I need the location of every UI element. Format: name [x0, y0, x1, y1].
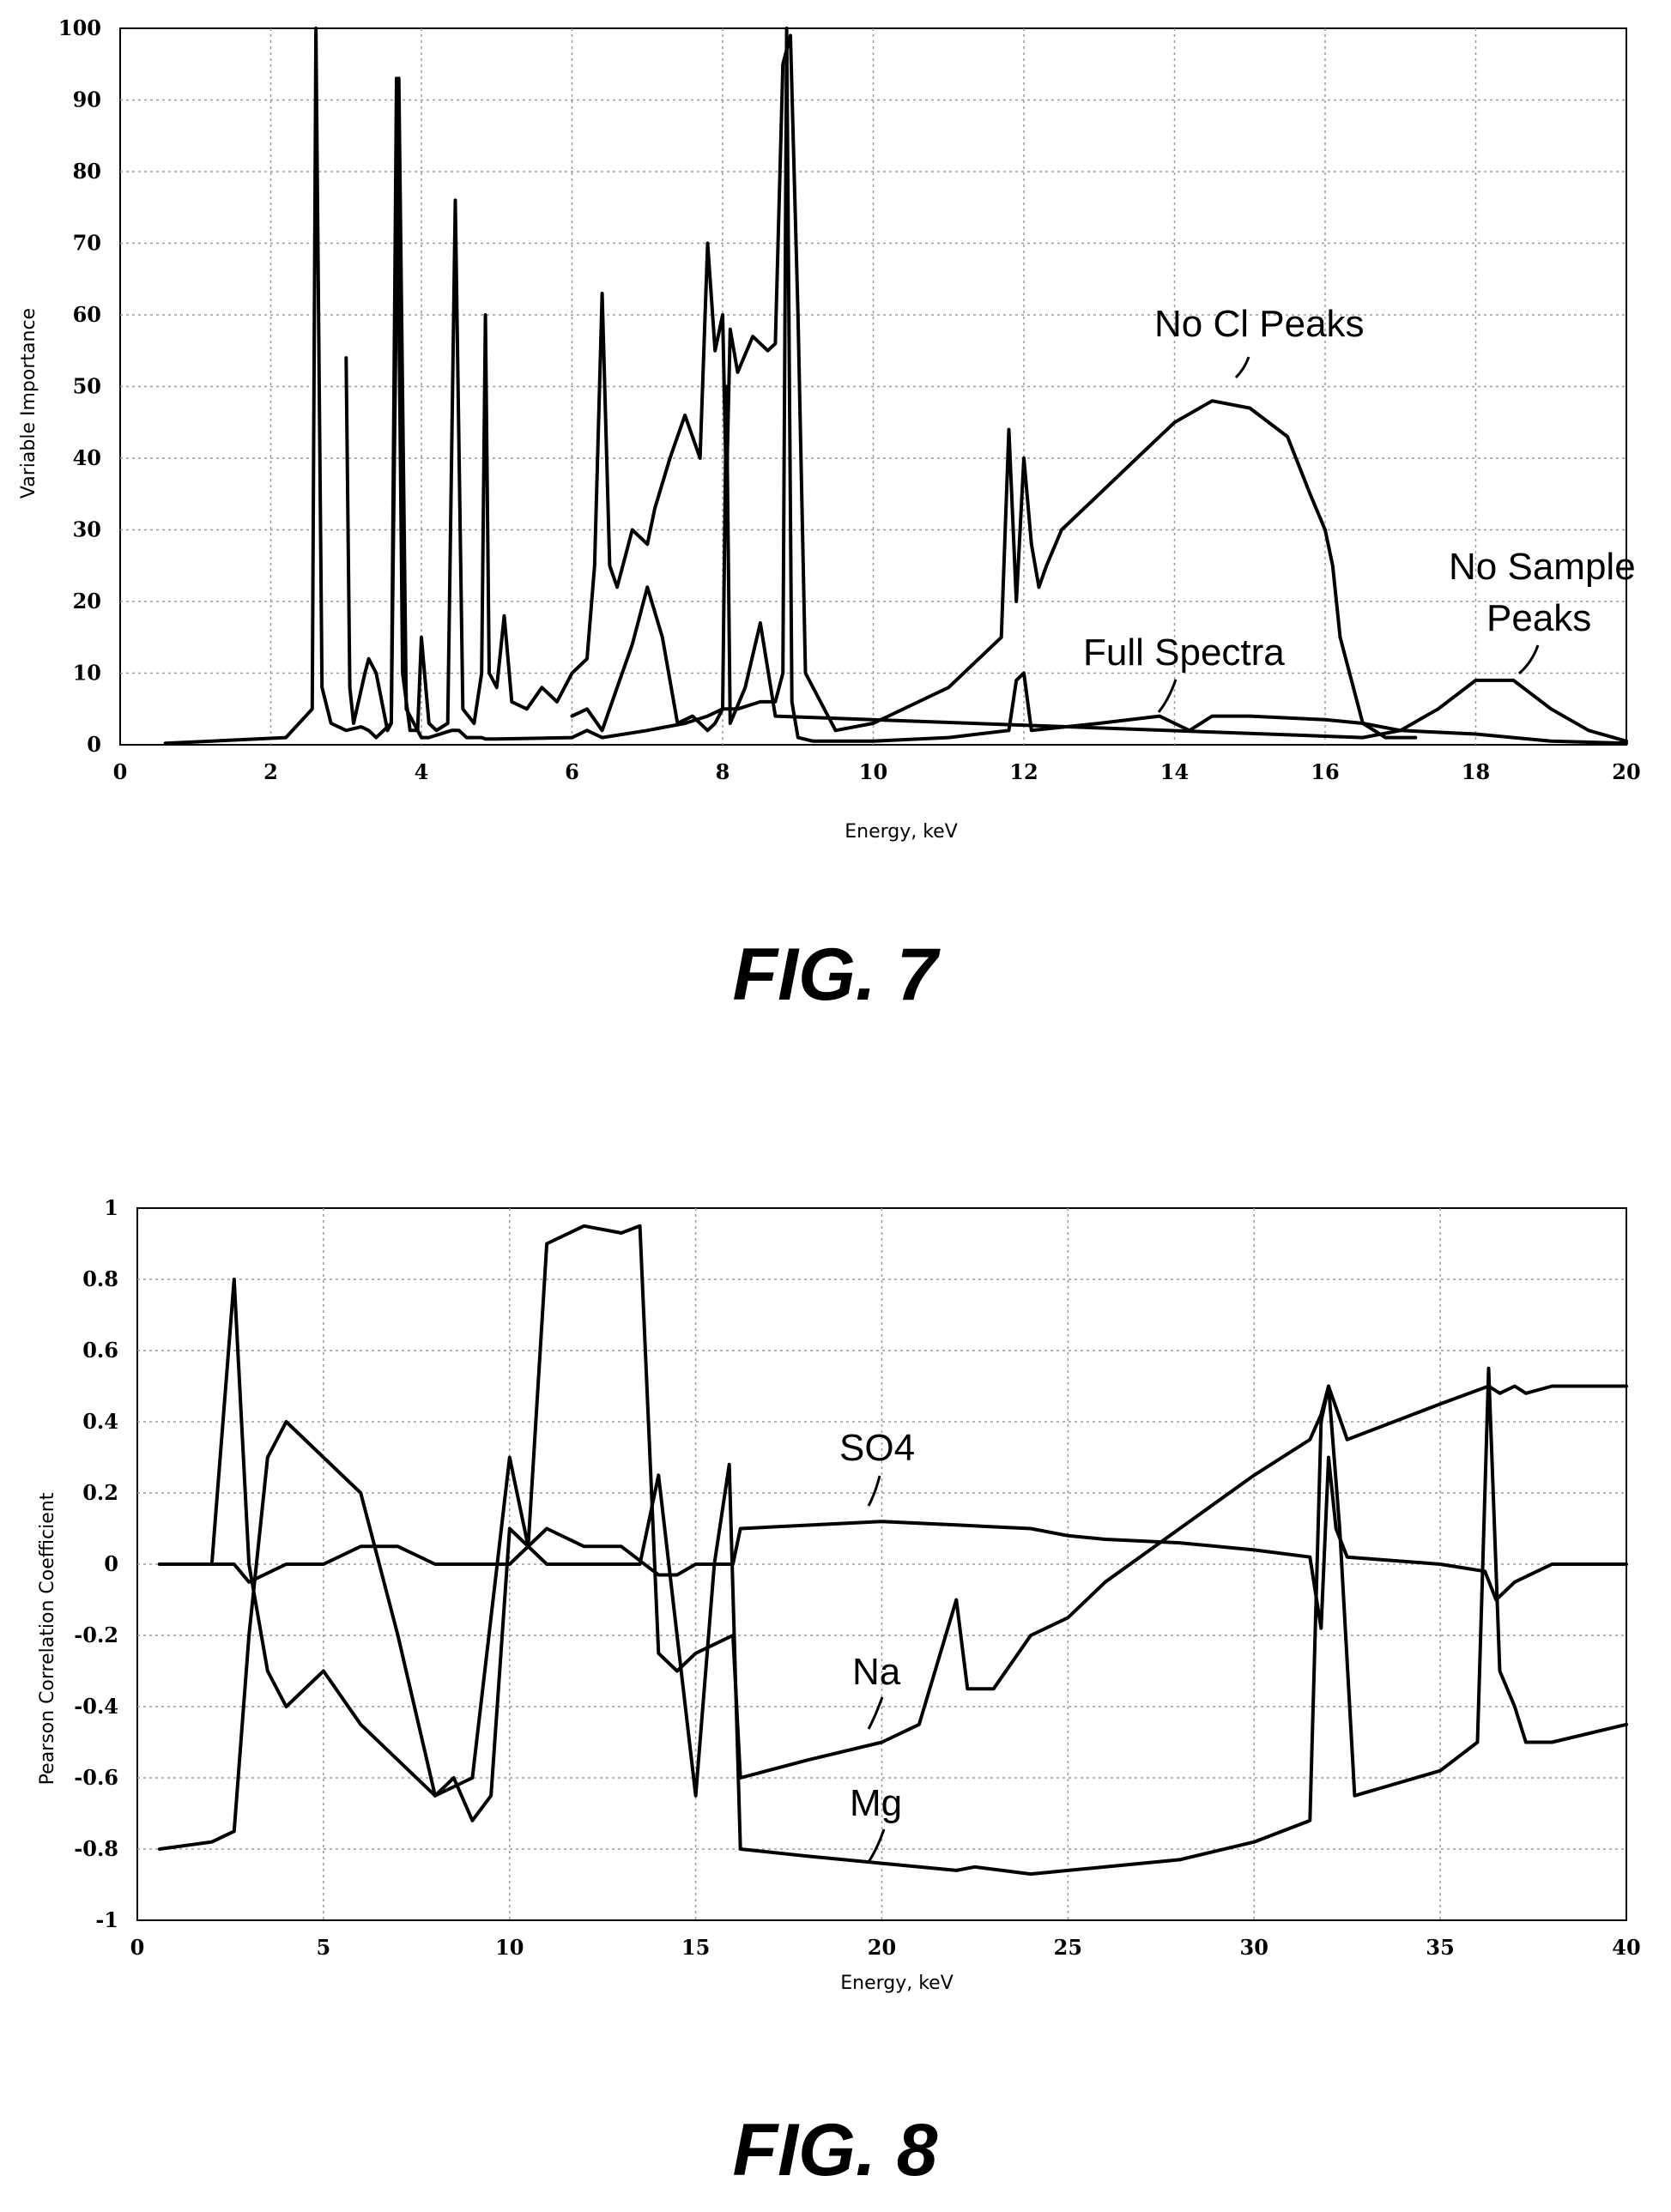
chart1-y-tick-label: 40 [73, 445, 101, 470]
chart2-x-tick-label: 35 [1426, 1935, 1454, 1960]
chart1-series-full-spectra [163, 27, 1628, 746]
leader-no-sample-peaks [1518, 644, 1540, 675]
pearson-correlation-chart: 0 5 10 15 20 25 30 35 40 1 0.8 0.6 0.4 0.2 0 -0.2 -0.4 -0… [37, 1195, 1641, 2191]
chart1-y-tick-label: 90 [73, 88, 101, 112]
chart1-y-tick-label: 30 [73, 517, 101, 542]
variable-importance-chart: 0 2 4 6 8 10 12 14 16 18 200102030405060708090100 … [18, 15, 1641, 1016]
chart2-x-tick-label: 0 [130, 1935, 145, 1960]
annotation-no-sample: No Sample [1449, 546, 1636, 588]
chart2-y-tick-label: -0.6 [74, 1765, 118, 1790]
chart1-x-tick-label: 6 [565, 759, 579, 784]
chart2-y-tick-label: 0.6 [82, 1338, 118, 1363]
chart2-y-tick-label: 0.8 [82, 1266, 118, 1291]
annotation-na: Na [852, 1651, 901, 1693]
chart1-y-tick-label: 0 [87, 732, 101, 757]
chart2-x-tick-label: 25 [1054, 1935, 1082, 1960]
chart1-x-tick-label: 20 [1612, 759, 1640, 784]
chart2-series-na [158, 1224, 1628, 1851]
chart2-series [158, 1224, 1628, 1877]
chart1-y-tick-label: 50 [73, 374, 101, 399]
figure-caption-7: FIG. 7 [733, 934, 941, 1016]
chart1-y-tick-label: 10 [73, 661, 101, 686]
chart2-x-tick-label: 20 [868, 1935, 896, 1960]
chart1-x-tick-label: 16 [1311, 759, 1339, 784]
chart2-y-axis-label: Pearson Correlation Coefficient [37, 1492, 58, 1785]
chart1-y-tick-label: 60 [73, 302, 101, 327]
chart1-tick-labels: 0 2 4 6 8 10 12 14 16 18 20 0 10 20 30 40 50 60 70 80 90 100 [58, 15, 1641, 784]
chart2-x-tick-label: 40 [1612, 1935, 1640, 1960]
chart2-y-tick-label: -0.8 [74, 1836, 118, 1861]
leader-full-spectra [1157, 679, 1178, 713]
chart1-series [163, 27, 1628, 746]
figure-caption-8: FIG. 8 [733, 2109, 938, 2191]
chart1-x-tick-label: 2 [263, 759, 278, 784]
chart1-x-tick-label: 18 [1462, 759, 1490, 784]
leader-so4 [867, 1475, 881, 1507]
chart1-y-tick-label: 20 [73, 589, 101, 613]
chart2-series-mg [158, 1278, 1628, 1877]
annotation-full-spectra: Full Spectra [1083, 632, 1285, 674]
chart1-y-tick-label: 70 [73, 231, 101, 256]
leader-mg [867, 1828, 886, 1863]
chart1-x-axis-label: Energy, keV [845, 821, 958, 843]
chart1-y-tick-label: 100 [58, 15, 101, 40]
chart1-y-axis-label: Variable Importance [18, 308, 39, 499]
chart2-y-tick-label: 1 [104, 1195, 118, 1220]
annotation-mg: Mg [850, 1782, 902, 1824]
chart2-y-tick-label: -0.4 [74, 1694, 118, 1719]
chart1-grid [119, 27, 1627, 746]
annotation-no-cl-peaks: No Cl Peaks [1154, 303, 1365, 345]
chart2-series-so4 [158, 1455, 1628, 1630]
chart1-series-no-sample-peaks [570, 384, 1628, 743]
chart1-x-tick-label: 8 [716, 759, 730, 784]
chart2-x-tick-label: 15 [681, 1935, 710, 1960]
chart1-x-tick-label: 12 [1009, 759, 1038, 784]
chart1-series-no-cl-peaks [344, 33, 1418, 740]
chart1-x-tick-label: 10 [859, 759, 887, 784]
chart1-x-tick-label: 0 [113, 759, 128, 784]
chart2-y-tick-label: 0.2 [82, 1480, 118, 1505]
chart2-x-axis-label: Energy, keV [840, 1973, 954, 1994]
leader-na [867, 1696, 884, 1730]
chart2-tick-labels: 0 5 10 15 20 25 30 35 40 1 0.8 0.6 0.4 0.2 0 -0.2 -0.4 -0… [74, 1195, 1640, 1960]
chart2-x-tick-label: 10 [495, 1935, 524, 1960]
chart2-y-tick-label: -1 [95, 1907, 118, 1932]
leader-no-cl-peaks [1234, 356, 1250, 379]
annotation-peaks: Peaks [1486, 597, 1591, 639]
chart1-x-tick-label: 14 [1160, 759, 1189, 784]
chart1-y-tick-label: 80 [73, 159, 101, 184]
chart2-y-tick-label: -0.2 [74, 1623, 118, 1647]
annotation-so4: SO4 [839, 1427, 915, 1469]
chart2-x-tick-label: 30 [1240, 1935, 1268, 1960]
chart1-x-tick-label: 4 [415, 759, 429, 784]
chart2-y-tick-label: 0 [104, 1551, 118, 1576]
chart2-x-tick-label: 5 [317, 1935, 331, 1960]
chart2-y-tick-label: 0.4 [82, 1409, 118, 1434]
